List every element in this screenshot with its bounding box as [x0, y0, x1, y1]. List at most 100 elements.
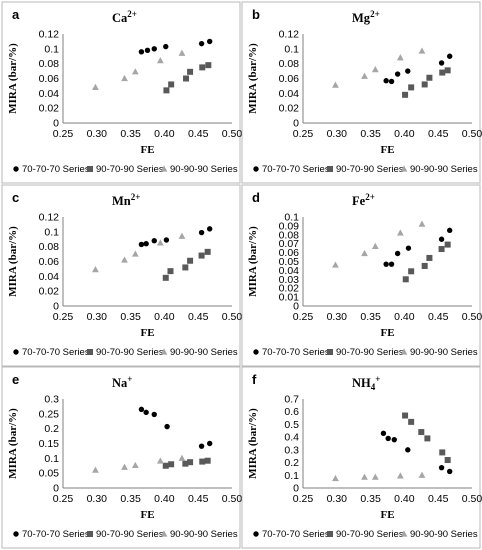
legend-entry: 90-90-90 Series — [160, 347, 238, 358]
legend-label: 90-90-90 Series — [170, 529, 238, 540]
data-point — [402, 412, 409, 419]
legend-label: 90-70-90 Series — [336, 164, 404, 175]
data-point — [388, 261, 395, 267]
x-tick-label: 0.25 — [293, 493, 314, 505]
legend-entry: 90-90-90 Series — [400, 347, 478, 358]
y-tick-label: 0.12 — [39, 29, 60, 41]
legend-label: 90-90-90 Series — [170, 347, 238, 358]
data-point — [204, 248, 211, 255]
x-tick-label: 0.40 — [394, 128, 415, 140]
y-tick-label: 0 — [293, 118, 299, 130]
y-tick-label: 0.2 — [44, 423, 59, 435]
y-tick-label: 0.3 — [44, 394, 59, 406]
data-point — [383, 78, 389, 84]
y-axis-label: MIRA (bar/%) — [247, 408, 259, 479]
y-tick-label: 0.1 — [44, 43, 59, 55]
y-tick-label: 0.02 — [279, 283, 300, 295]
chart-title-base: Mn — [112, 194, 131, 208]
legend-entry: 90-70-90 Series — [327, 347, 404, 358]
data-point — [380, 430, 387, 437]
legend-entry: 70-70-70 Series — [253, 347, 330, 358]
x-tick-label: 0.35 — [120, 128, 141, 140]
y-tick-label: 0.1 — [44, 453, 59, 465]
data-point — [178, 454, 186, 461]
chart-panel-b: b Mg2+ 0 0.02 0.04 0.06 0.08 0.1 0.12 0.25 0.30 0.3… — [241, 1, 482, 184]
x-axis-label: FE — [140, 327, 154, 339]
legend-marker — [13, 531, 19, 537]
panel-border — [1, 1, 241, 184]
legend-marker — [327, 349, 333, 355]
y-tick-label: 0.06 — [39, 73, 60, 85]
data-point — [361, 72, 368, 79]
series-2 — [162, 248, 211, 281]
data-point — [396, 54, 404, 61]
legend-entry: 70-70-70 Series — [13, 164, 90, 175]
chart-title-subscript: 4 — [371, 382, 376, 392]
legend-entry: 70-70-70 Series — [13, 529, 90, 540]
x-tick-label: 0.45 — [188, 493, 209, 505]
legend-entry: 90-90-90 Series — [400, 164, 478, 175]
y-tick-label: 0.04 — [279, 88, 300, 100]
y-tick-label: 0.4 — [284, 432, 299, 444]
series-2 — [402, 67, 451, 98]
legend-marker — [400, 165, 408, 172]
x-tick-label: 0.40 — [154, 311, 175, 323]
chart-title: Mg2+ — [352, 9, 380, 25]
y-axis-label: MIRA (bar/%) — [7, 408, 19, 479]
data-point — [405, 68, 411, 74]
series-3 — [92, 232, 186, 273]
x-tick-label: 0.45 — [428, 493, 449, 505]
chart-title: Fe2+ — [352, 192, 375, 208]
y-axis-label: MIRA (bar/%) — [7, 226, 19, 297]
x-tick-label: 0.25 — [53, 128, 74, 140]
data-point — [361, 249, 368, 257]
panel-letter: a — [12, 7, 20, 22]
chart-panel-f: f NH4+00.10.20.30.40.50.60.70.25 0.30 0.35 0… — [241, 366, 482, 549]
legend-marker — [400, 348, 408, 355]
data-point — [131, 250, 139, 257]
legend-label: 70-70-70 Series — [22, 164, 90, 175]
legend-label: 70-70-70 Series — [262, 529, 330, 540]
legend-entry: 90-90-90 Series — [400, 529, 478, 540]
panel-letter: e — [12, 372, 19, 387]
series-1 — [383, 53, 453, 85]
chart-title: NH4+ — [352, 374, 380, 392]
data-point — [446, 468, 453, 475]
y-tick-label: 0.03 — [279, 274, 300, 286]
data-point — [408, 418, 415, 425]
y-tick-label: 0.04 — [39, 271, 60, 283]
x-tick-label: 0.35 — [120, 311, 141, 323]
x-tick-label: 0.35 — [360, 493, 381, 505]
series-3 — [92, 49, 186, 90]
legend-marker — [400, 530, 408, 537]
data-point — [332, 261, 339, 268]
data-point — [198, 40, 205, 47]
data-point — [162, 462, 169, 469]
data-point — [121, 74, 128, 82]
legend-entry: 90-70-90 Series — [327, 529, 404, 540]
legend-entry: 90-70-90 Series — [87, 164, 164, 175]
y-tick-label: 0.09 — [279, 220, 300, 232]
x-tick-label: 0.50 — [462, 311, 482, 323]
chart-title-superscript: 2+ — [127, 9, 137, 19]
x-tick-label: 0.50 — [462, 493, 482, 505]
y-tick-label: 0.3 — [284, 444, 299, 456]
data-point — [92, 266, 99, 273]
y-tick-label: 0.01 — [279, 292, 300, 304]
data-point — [121, 256, 128, 263]
x-tick-label: 0.25 — [293, 128, 314, 140]
series-2 — [163, 62, 212, 94]
data-point — [199, 458, 206, 465]
x-tick-label: 0.35 — [120, 493, 141, 505]
data-point — [168, 461, 175, 468]
legend-marker — [160, 165, 168, 172]
panel-letter: c — [12, 190, 19, 205]
legend-marker — [253, 531, 259, 537]
data-point — [206, 440, 213, 447]
chart-title-base: NH — [352, 376, 371, 390]
panel-letter: f — [252, 372, 257, 387]
legend-label: 90-70-90 Series — [96, 529, 164, 540]
data-point — [187, 257, 194, 264]
legend-label: 70-70-70 Series — [262, 347, 330, 358]
chart-panel-e: e Na+00.050.10.150.20.250.30.25 0.30 0.35 0.… — [1, 366, 242, 549]
